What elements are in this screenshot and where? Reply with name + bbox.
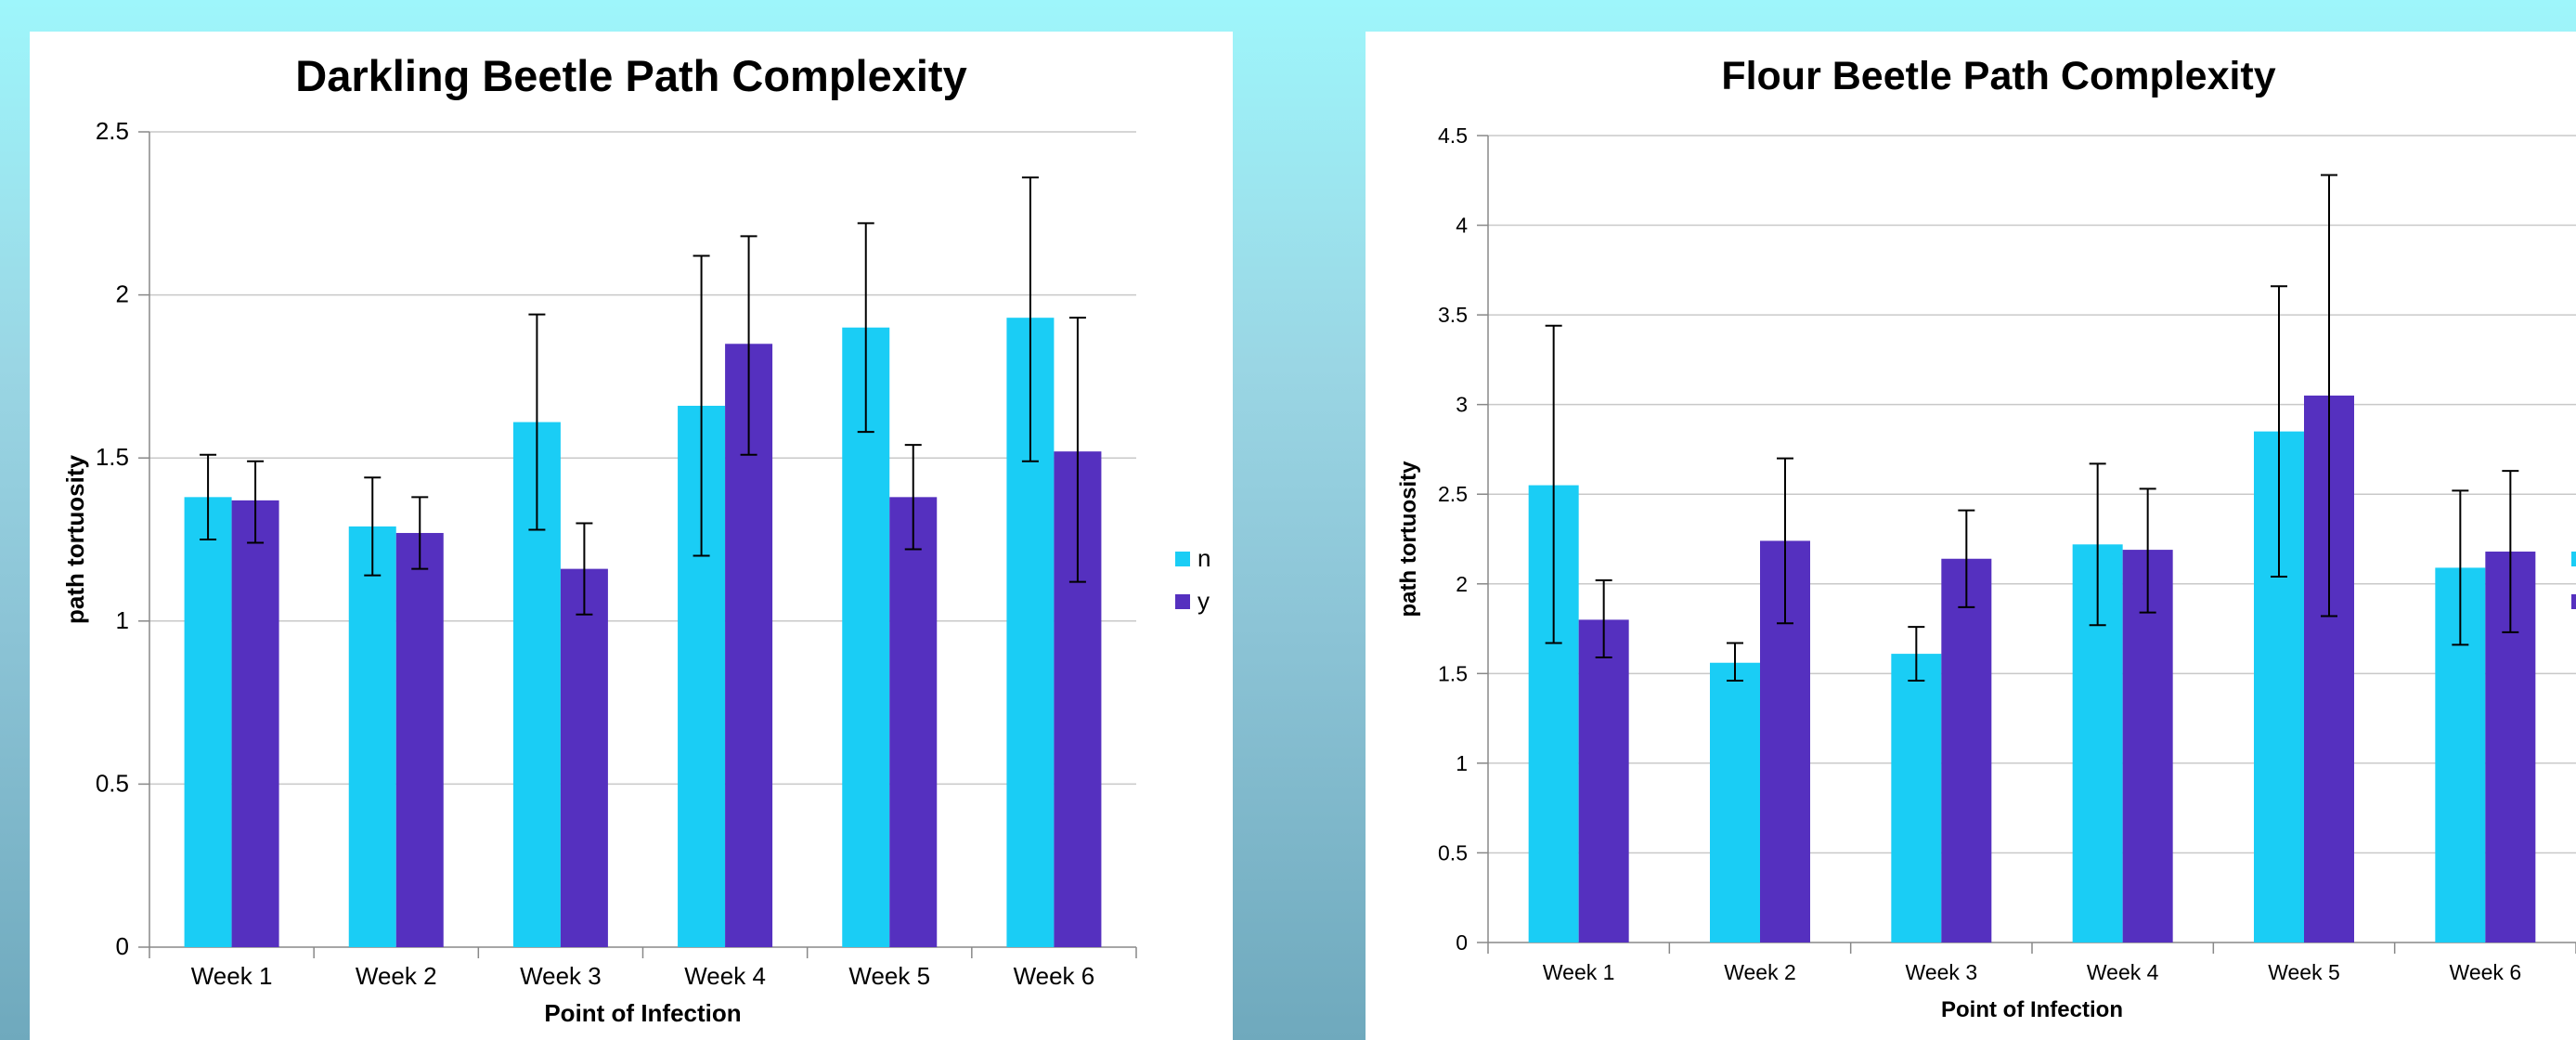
y-tick-label: 2.5 xyxy=(96,117,129,145)
bar-n-week-2 xyxy=(348,526,396,947)
bar-series-1-week-3 xyxy=(1891,654,1942,942)
flour-beetle-chart: 0 0.5 1 1.5 2 2.5 3 3.5 4 4.5 Week 1 Week 2 Week 3 We… xyxy=(1396,54,2576,1022)
x-tick-label: Week 2 xyxy=(1724,960,1796,984)
x-tick-label: Week 1 xyxy=(191,962,273,990)
bar-y-week-2 xyxy=(395,532,444,947)
x-tick-label: Week 4 xyxy=(684,962,766,990)
y-tick-label: 2.5 xyxy=(1438,482,1468,506)
legend-swatch-2 xyxy=(2571,594,2576,609)
y-tick-label: 0 xyxy=(1456,930,1468,955)
x-tick-label: Week 5 xyxy=(848,962,930,990)
y-axis-title: path tortuosity xyxy=(61,454,89,624)
darkling-beetle-chart: 0 0.5 1 1.5 2 2.5 Week 1 Week 2 Week 3 Week 4 Week… xyxy=(61,51,1210,1027)
x-tick-label: Week 6 xyxy=(2450,960,2522,984)
y-tick-label: 0.5 xyxy=(96,769,129,797)
y-tick-label: 1 xyxy=(1456,751,1468,775)
bar-series-1-week-2 xyxy=(1710,662,1760,942)
bar-series-2-week-1 xyxy=(1578,619,1629,942)
x-tick-label: Week 5 xyxy=(2268,960,2340,984)
legend-swatch-1 xyxy=(2571,552,2576,566)
y-tick-label: 3 xyxy=(1456,393,1468,417)
bar-y-week-5 xyxy=(889,497,938,947)
y-tick-label: 4 xyxy=(1456,214,1468,238)
x-axis-title: Point of Infection xyxy=(544,999,741,1027)
legend-swatch-2 xyxy=(1175,594,1190,609)
x-tick-label: Week 3 xyxy=(1906,960,1978,984)
x-tick-label: Week 2 xyxy=(356,962,437,990)
y-tick-label: 0.5 xyxy=(1438,840,1468,864)
bar-series-2-week-3 xyxy=(1941,558,1992,942)
bar-y-week-1 xyxy=(231,500,279,947)
y-tick-label: 3.5 xyxy=(1438,303,1468,327)
y-tick-label: 4.5 xyxy=(1438,124,1468,148)
y-tick-label: 1.5 xyxy=(1438,661,1468,685)
y-tick-label: 1 xyxy=(116,606,129,634)
y-tick-label: 2 xyxy=(1456,572,1468,596)
x-tick-label: Week 3 xyxy=(520,962,602,990)
chart-title: Darkling Beetle Path Complexity xyxy=(295,51,966,100)
y-tick-label: 1.5 xyxy=(96,443,129,471)
chart-panel-darkling: 0 0.5 1 1.5 2 2.5 Week 1 Week 2 Week 3 Week 4 Week… xyxy=(30,32,1233,1040)
legend-label-y: y xyxy=(1197,587,1210,615)
x-tick-label: Week 1 xyxy=(1543,960,1615,984)
chart-panel-flour: 0 0.5 1 1.5 2 2.5 3 3.5 4 4.5 Week 1 Week 2 Week 3 We… xyxy=(1366,32,2576,1040)
y-tick-label: 0 xyxy=(116,932,129,960)
bar-n-week-1 xyxy=(184,497,232,947)
bar-y-week-3 xyxy=(560,568,608,947)
x-tick-label: Week 4 xyxy=(2087,960,2159,984)
chart-title: Flour Beetle Path Complexity xyxy=(1721,54,2275,98)
legend-swatch-1 xyxy=(1175,552,1190,566)
y-tick-label: 2 xyxy=(116,280,129,308)
y-axis-title: path tortuosity xyxy=(1396,461,1421,618)
x-tick-label: Week 6 xyxy=(1014,962,1095,990)
legend-label-n: n xyxy=(1197,544,1210,572)
bar-series-2-week-4 xyxy=(2122,550,2173,942)
x-axis-title: Point of Infection xyxy=(1941,997,2123,1022)
